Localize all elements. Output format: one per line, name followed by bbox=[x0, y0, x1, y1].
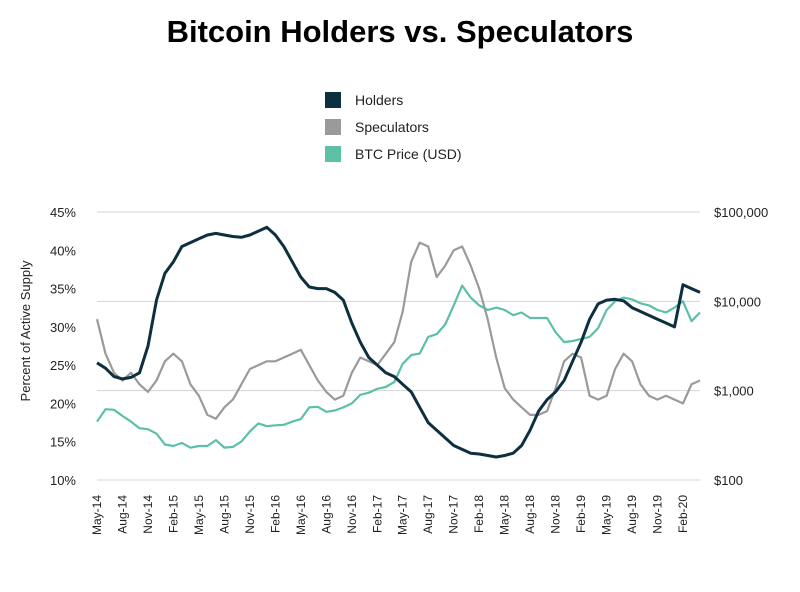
x-tick-label: May-17 bbox=[396, 495, 410, 535]
x-tick-label: Aug-14 bbox=[115, 495, 129, 534]
legend-swatch-btc-price bbox=[325, 145, 341, 162]
series-line-btc-price-usd bbox=[96, 284, 701, 449]
legend-item-speculators: Speculators bbox=[325, 113, 462, 140]
x-tick-label: May-18 bbox=[498, 495, 512, 535]
x-tick-label: May-19 bbox=[600, 495, 614, 535]
gridlines bbox=[97, 211, 700, 481]
x-tick-label: Aug-18 bbox=[523, 495, 537, 534]
y2-tick-label: $1,000 bbox=[714, 384, 754, 399]
x-tick-label: Nov-16 bbox=[345, 495, 359, 534]
y-tick-label: 15% bbox=[50, 435, 76, 450]
series-line-holders bbox=[96, 225, 701, 459]
x-tick-label: Aug-17 bbox=[421, 495, 435, 534]
legend-item-holders: Holders bbox=[325, 86, 462, 113]
y2-tick-label: $10,000 bbox=[714, 294, 761, 309]
x-tick-label: May-15 bbox=[192, 495, 206, 535]
legend-swatch-speculators bbox=[325, 118, 341, 135]
x-tick-label: Nov-14 bbox=[141, 495, 155, 534]
series-lines bbox=[95, 225, 701, 459]
x-tick-label: Feb-19 bbox=[574, 495, 588, 533]
x-tick-label: Aug-16 bbox=[319, 495, 333, 534]
y-tick-label: 20% bbox=[50, 396, 76, 411]
x-tick-label: Nov-18 bbox=[549, 495, 563, 534]
x-tick-label: Feb-18 bbox=[472, 495, 486, 533]
x-tick-label: Aug-19 bbox=[625, 495, 639, 534]
x-tick-label: Feb-17 bbox=[370, 495, 384, 533]
chart-title: Bitcoin Holders vs. Speculators bbox=[166, 14, 634, 49]
x-tick-label: Aug-15 bbox=[217, 495, 231, 534]
x-tick-label: Nov-19 bbox=[651, 495, 665, 534]
x-tick-label: May-14 bbox=[90, 495, 104, 535]
y-axis-left-ticks: 10% 15% 20% 25% 30% 35% 40% 45% bbox=[50, 205, 76, 488]
x-tick-label: Feb-15 bbox=[166, 495, 180, 533]
legend-label-holders: Holders bbox=[355, 91, 404, 108]
y-tick-label: 10% bbox=[50, 473, 76, 488]
y-tick-label: 25% bbox=[50, 358, 76, 373]
legend-label-speculators: Speculators bbox=[355, 118, 429, 135]
x-tick-label: Nov-17 bbox=[447, 495, 461, 534]
x-tick-label: Feb-16 bbox=[268, 495, 282, 533]
x-tick-label: May-16 bbox=[294, 495, 308, 535]
x-axis-ticks: May-14 Aug-14 Nov-14 Feb-15 May-15 Aug-15 Nov-… bbox=[90, 495, 690, 535]
y2-tick-label: $100,000 bbox=[714, 205, 768, 220]
legend-swatch-holders bbox=[325, 91, 341, 108]
series-line-speculators bbox=[95, 241, 701, 420]
y-axis-title: Percent of Active Supply bbox=[18, 260, 33, 401]
y-tick-label: 40% bbox=[50, 243, 76, 258]
legend: Holders Speculators BTC Price (USD) bbox=[325, 86, 462, 167]
y-tick-label: 30% bbox=[50, 320, 76, 335]
y-tick-label: 35% bbox=[50, 282, 76, 297]
legend-item-btc-price: BTC Price (USD) bbox=[325, 140, 462, 167]
legend-label-btc-price: BTC Price (USD) bbox=[355, 145, 462, 162]
y2-tick-label: $100 bbox=[714, 473, 743, 488]
y-tick-label: 45% bbox=[50, 205, 76, 220]
x-tick-label: Nov-15 bbox=[243, 495, 257, 534]
x-tick-label: Feb-20 bbox=[676, 495, 690, 533]
y-axis-right-ticks: $100 $1,000 $10,000 $100,000 bbox=[714, 205, 768, 488]
